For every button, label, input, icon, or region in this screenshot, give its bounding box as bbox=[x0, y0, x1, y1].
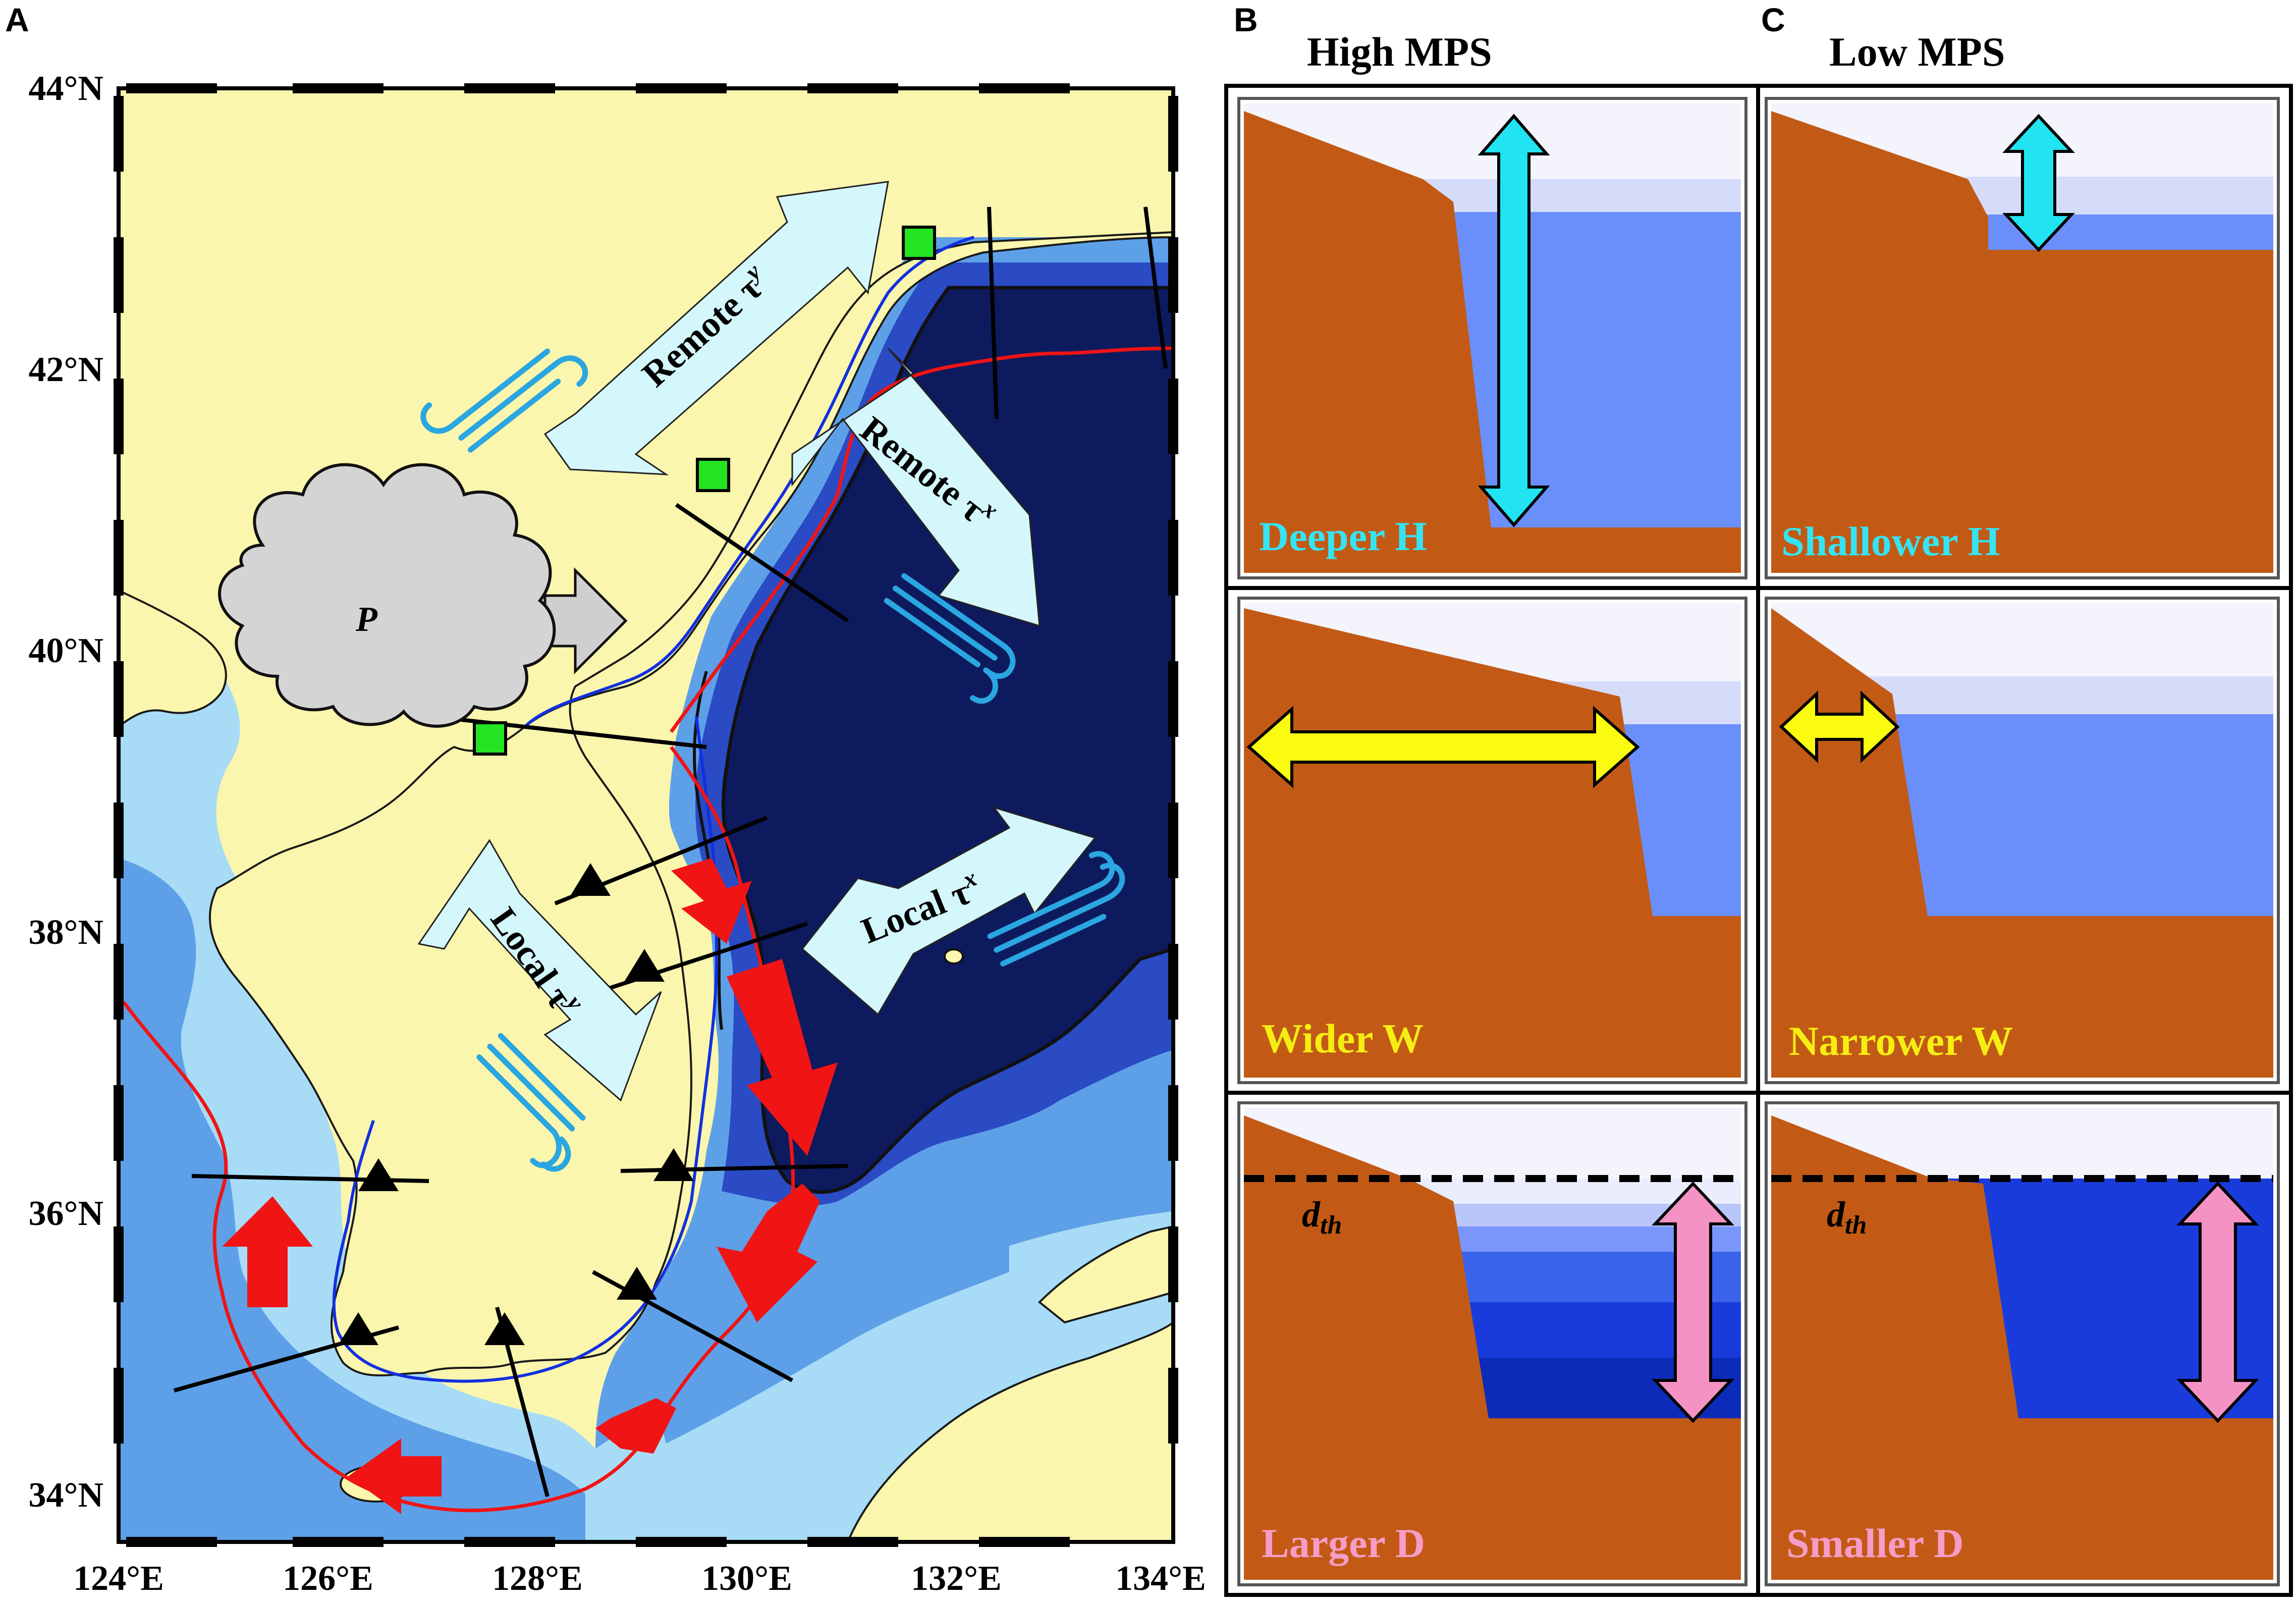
wind-icons bbox=[420, 348, 1125, 1172]
precipitation-cloud: P bbox=[218, 463, 628, 728]
station-triangle bbox=[338, 1312, 378, 1345]
china-coast bbox=[119, 589, 227, 728]
label-wider-w: Wider W bbox=[1262, 1016, 1424, 1061]
panel-a-letter: A bbox=[5, 1, 29, 38]
cell-wider-w: Wider W bbox=[1237, 597, 1747, 1084]
station-triangle bbox=[617, 1267, 657, 1300]
dth-label: dth bbox=[1827, 1194, 1867, 1240]
lat-label: 34°N bbox=[28, 1476, 103, 1515]
double-arrow-yellow bbox=[1246, 706, 1640, 788]
lat-label: 42°N bbox=[28, 350, 103, 389]
green-stations bbox=[473, 226, 936, 756]
panel-b-title: High MPS bbox=[1307, 29, 1492, 75]
label-smaller-d: Smaller D bbox=[1786, 1520, 1964, 1566]
label-larger-d: Larger D bbox=[1262, 1520, 1425, 1566]
current-arrow bbox=[671, 858, 752, 944]
bathymetry-contour bbox=[693, 671, 723, 1030]
yellow-sea-mid bbox=[119, 858, 585, 1542]
label-shallower-h: Shallower H bbox=[1781, 518, 2000, 564]
station-square bbox=[473, 721, 507, 756]
current-arrow bbox=[727, 959, 838, 1156]
double-arrow-pink bbox=[1652, 1181, 1734, 1423]
wind-icon bbox=[884, 573, 1016, 704]
cell-narrower-w: Narrower W bbox=[1765, 597, 2280, 1084]
lon-label: 130°E bbox=[701, 1559, 792, 1598]
station-triangle bbox=[653, 1148, 694, 1181]
local-tx-arrow: Local τx bbox=[801, 806, 1097, 1016]
cell-shallower-h: Shallower H bbox=[1765, 97, 2280, 579]
korea-strait-mid bbox=[656, 1221, 1009, 1444]
precip-label: P bbox=[355, 600, 378, 639]
station-triangle bbox=[570, 863, 611, 896]
station-square bbox=[696, 458, 730, 492]
map-border-ticks bbox=[114, 83, 1178, 1547]
label-deeper-h: Deeper H bbox=[1259, 513, 1427, 559]
current-arrows bbox=[222, 858, 838, 1514]
station-triangle bbox=[624, 949, 665, 982]
lon-labels: 124°E 126°E 128°E 130°E 132°E 134°E bbox=[73, 1559, 1206, 1598]
lat-labels: 44°N 42°N 40°N 38°N 36°N 34°N bbox=[28, 69, 103, 1515]
station-triangle bbox=[358, 1158, 399, 1191]
lon-label: 128°E bbox=[492, 1559, 583, 1598]
double-arrow-cyan bbox=[2002, 114, 2075, 252]
lat-label: 36°N bbox=[28, 1194, 103, 1233]
lon-label: 124°E bbox=[73, 1559, 164, 1598]
station-triangle bbox=[484, 1312, 525, 1345]
lon-label: 134°E bbox=[1115, 1559, 1206, 1598]
coastal-blue-contour bbox=[523, 236, 974, 728]
black-stations bbox=[338, 863, 694, 1345]
current-arrow bbox=[595, 1398, 676, 1454]
cell-deeper-h: Deeper H bbox=[1237, 97, 1747, 579]
wind-icon bbox=[987, 851, 1125, 967]
japan-land bbox=[846, 1321, 1173, 1542]
ulleung-island bbox=[944, 948, 964, 965]
map-panel: Remote τy Remote τx Local τy Local τx P bbox=[119, 88, 1173, 1542]
double-arrow-pink bbox=[2176, 1181, 2259, 1423]
panel-b-letter: B bbox=[1234, 1, 1258, 38]
current-arrow bbox=[222, 1196, 313, 1307]
cell-smaller-d: dth Smaller D bbox=[1765, 1101, 2280, 1586]
japan-land-2 bbox=[1038, 1225, 1173, 1324]
current-arrow bbox=[717, 1184, 820, 1322]
lat-label: 44°N bbox=[28, 69, 103, 108]
wind-icon bbox=[476, 1033, 586, 1172]
current-arrow bbox=[348, 1438, 442, 1514]
double-arrow-yellow bbox=[1779, 690, 1900, 763]
lon-label: 126°E bbox=[283, 1559, 373, 1598]
lat-label: 38°N bbox=[28, 913, 103, 952]
panel-c-letter: C bbox=[1761, 1, 1785, 38]
station-square bbox=[902, 226, 936, 260]
wind-icon bbox=[420, 348, 588, 453]
lat-label: 40°N bbox=[28, 631, 103, 670]
double-arrow-cyan bbox=[1478, 114, 1550, 527]
lon-label: 132°E bbox=[911, 1559, 1002, 1598]
label-narrower-w: Narrower W bbox=[1789, 1018, 2013, 1064]
dth-label: dth bbox=[1302, 1194, 1342, 1240]
panel-c-title: Low MPS bbox=[1829, 29, 2005, 75]
cell-larger-d: dth Larger D bbox=[1237, 1101, 1747, 1586]
